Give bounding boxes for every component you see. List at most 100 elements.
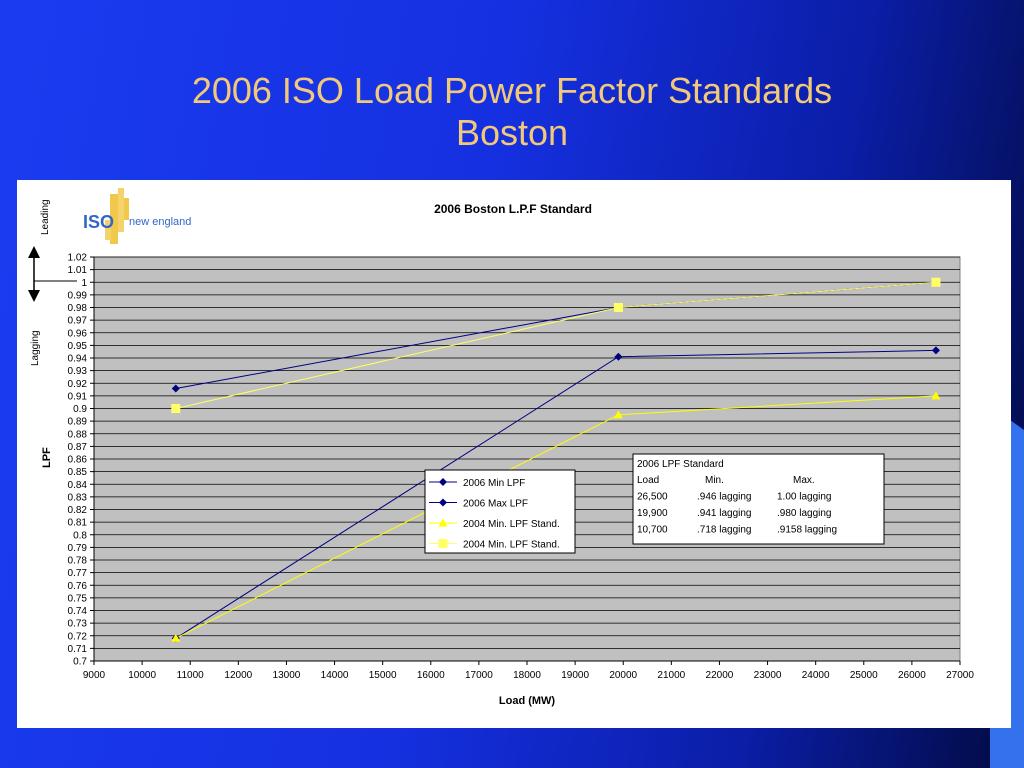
y-tick-label: 0.77 xyxy=(68,568,88,579)
x-tick-label: 18000 xyxy=(513,670,541,681)
table-cell: .941 lagging xyxy=(697,508,752,519)
x-tick-label: 27000 xyxy=(946,670,974,681)
x-tick-label: 25000 xyxy=(850,670,878,681)
slide-title: 2006 ISO Load Power Factor Standards Bos… xyxy=(0,70,1024,154)
data-point xyxy=(439,478,447,486)
y-tick-label: 0.81 xyxy=(68,518,88,529)
table-cell: 26,500 xyxy=(637,492,668,503)
leading-label: Leading xyxy=(40,199,51,235)
slide-title-line-1: 2006 ISO Load Power Factor Standards xyxy=(191,70,833,111)
y-tick-label: 0.86 xyxy=(68,455,88,466)
table-cell: 1.00 lagging xyxy=(777,492,832,503)
x-tick-label: 16000 xyxy=(417,670,445,681)
x-tick-label: 11000 xyxy=(177,670,205,681)
slide-title-line-2: Boston xyxy=(455,112,569,153)
legend-label: 2004 Min. LPF Stand. xyxy=(463,519,560,530)
y-tick-label: 0.84 xyxy=(68,480,88,491)
axes xyxy=(90,256,961,665)
y-tick-label: 0.73 xyxy=(68,619,88,630)
x-tick-label: 15000 xyxy=(369,670,397,681)
y-tick-label: 0.75 xyxy=(68,593,88,604)
data-point xyxy=(439,498,447,507)
y-tick-label: 0.89 xyxy=(68,417,88,428)
lagging-label: Lagging xyxy=(30,330,41,366)
y-tick-label: 0.78 xyxy=(68,556,88,567)
table-cell: Min. xyxy=(705,475,724,486)
y-tick-label: 0.71 xyxy=(68,644,88,655)
y-axis-title: LPF xyxy=(41,447,53,468)
y-tick-label: 1.01 xyxy=(68,265,88,276)
logo-ne-text: new england xyxy=(129,216,191,228)
data-point xyxy=(613,303,623,312)
y-tick-label: 0.95 xyxy=(68,341,88,352)
y-tick-label: 0.79 xyxy=(68,543,88,554)
y-tick-label: 0.87 xyxy=(68,442,88,453)
data-point xyxy=(438,518,448,527)
y-tick-label: 0.8 xyxy=(73,530,87,541)
y-tick-label: 0.91 xyxy=(68,391,88,402)
y-tick-label: 0.88 xyxy=(68,429,88,440)
chart-title: 2006 Boston L.P.F Standard xyxy=(434,202,592,216)
lpf-chart: ISO new england 2006 Boston L.P.F Standa… xyxy=(28,188,974,707)
lpf-standard-table: 2006 LPF Standard Load Min. Max. 26,500 .946… xyxy=(632,453,885,545)
y-tick-label: 0.76 xyxy=(68,581,88,592)
y-tick-label: 0.85 xyxy=(68,467,88,478)
legend-label: 2006 Max LPF xyxy=(463,499,528,510)
legend-label: 2004 Min. LPF Stand. xyxy=(463,540,560,551)
y-tick-labels: 0.7 0.71 0.720.73 0.74 0.750.76 0.770.78 0.79 0… xyxy=(68,253,88,668)
table-cell: 19,900 xyxy=(637,508,668,519)
y-tick-label: 0.96 xyxy=(68,328,88,339)
y-tick-label: 1 xyxy=(81,278,87,289)
table-title: 2006 LPF Standard xyxy=(637,459,724,470)
y-tick-label: 0.83 xyxy=(68,492,88,503)
data-point xyxy=(931,277,941,287)
leading-lagging-arrow-icon xyxy=(28,246,77,302)
x-tick-label: 20000 xyxy=(609,670,637,681)
x-tick-label: 9000 xyxy=(83,670,106,681)
data-point xyxy=(931,346,940,355)
x-tick-label: 13000 xyxy=(273,670,301,681)
series-lines xyxy=(171,277,941,643)
data-point xyxy=(171,404,181,413)
x-tick-label: 22000 xyxy=(706,670,734,681)
x-tick-label: 21000 xyxy=(657,670,685,681)
x-tick-label: 17000 xyxy=(465,670,493,681)
x-tick-label: 19000 xyxy=(561,670,589,681)
y-tick-label: 0.82 xyxy=(68,505,88,516)
y-tick-label: 0.94 xyxy=(68,354,88,365)
y-tick-label: 1.02 xyxy=(68,253,88,264)
chart-panel: ISO new england 2006 Boston L.P.F Standa… xyxy=(17,180,1011,728)
y-tick-label: 0.99 xyxy=(68,290,88,301)
x-tick-label: 10000 xyxy=(128,670,156,681)
iso-new-england-logo: ISO new england xyxy=(83,188,191,244)
x-tick-labels: 9000 10000 11000 12000 13000 14000 15000 16000 1… xyxy=(83,670,974,681)
logo-map-icon xyxy=(105,188,129,244)
x-tick-label: 26000 xyxy=(898,670,926,681)
y-tick-label: 0.98 xyxy=(68,303,88,314)
table-cell: Load xyxy=(637,475,659,486)
table-cell: .718 lagging xyxy=(697,525,752,536)
x-tick-label: 23000 xyxy=(754,670,782,681)
data-point xyxy=(438,539,448,548)
legend: 2006 Min LPF 2006 Max LPF 2004 Min. LPF St… xyxy=(424,469,576,554)
y-tick-label: 0.93 xyxy=(68,366,88,377)
table-cell: .9158 lagging xyxy=(777,525,837,536)
data-point xyxy=(171,384,180,393)
y-tick-label: 0.72 xyxy=(68,631,88,642)
data-point xyxy=(931,391,941,400)
logo-iso-text: ISO xyxy=(83,212,114,232)
x-tick-label: 12000 xyxy=(224,670,252,681)
table-cell: .946 lagging xyxy=(697,492,752,503)
table-cell: .980 lagging xyxy=(777,508,832,519)
y-tick-label: 0.7 xyxy=(73,657,87,668)
data-point xyxy=(613,410,623,419)
data-point xyxy=(614,352,623,361)
legend-label: 2006 Min LPF xyxy=(463,478,525,489)
x-tick-label: 24000 xyxy=(802,670,830,681)
y-tick-label: 0.74 xyxy=(68,606,88,617)
data-point xyxy=(171,633,181,642)
table-cell: Max. xyxy=(793,475,815,486)
y-tick-label: 0.92 xyxy=(68,379,88,390)
y-tick-label: 0.97 xyxy=(68,316,88,327)
x-axis-title: Load (MW) xyxy=(499,695,556,707)
